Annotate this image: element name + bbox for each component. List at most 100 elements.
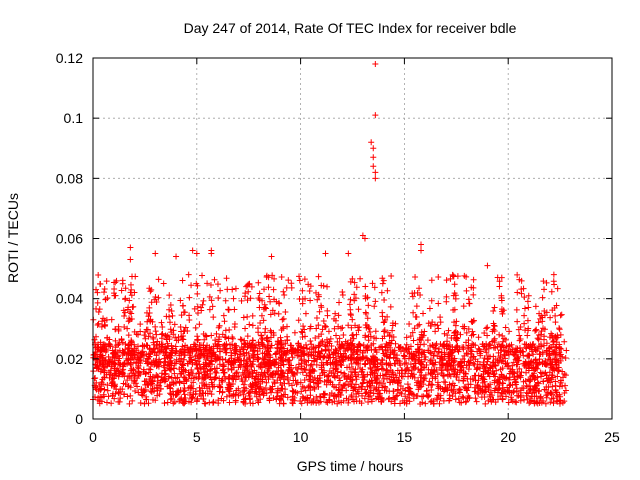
data-point xyxy=(315,273,322,280)
data-point xyxy=(430,400,437,407)
data-point xyxy=(200,376,207,383)
data-point xyxy=(202,348,209,355)
data-point xyxy=(436,400,443,407)
data-point xyxy=(317,340,324,347)
data-point xyxy=(345,396,352,403)
data-point xyxy=(347,278,354,285)
data-point xyxy=(502,375,509,382)
data-point xyxy=(535,388,542,395)
data-point xyxy=(506,328,513,335)
data-point xyxy=(445,343,452,350)
data-point xyxy=(172,350,179,357)
data-point xyxy=(246,321,253,328)
data-point xyxy=(432,345,439,352)
data-point xyxy=(416,321,423,328)
data-point xyxy=(359,392,366,399)
data-point xyxy=(372,328,379,335)
data-point xyxy=(390,333,397,340)
data-point xyxy=(256,385,263,392)
data-point xyxy=(482,400,489,407)
data-point xyxy=(359,232,366,239)
data-point xyxy=(240,388,247,395)
data-point xyxy=(296,295,303,302)
data-point xyxy=(542,400,549,407)
data-point xyxy=(534,361,541,368)
data-point xyxy=(147,330,154,337)
data-point xyxy=(422,400,429,407)
data-point xyxy=(198,304,205,311)
data-point xyxy=(145,333,152,340)
data-point xyxy=(155,276,162,283)
data-point xyxy=(297,379,304,386)
data-point xyxy=(465,326,472,333)
data-point xyxy=(365,398,372,405)
data-point xyxy=(102,296,109,303)
data-point xyxy=(404,349,411,356)
data-point xyxy=(362,283,369,290)
data-point xyxy=(206,306,213,313)
data-point xyxy=(386,395,393,402)
data-point xyxy=(263,379,270,386)
data-point xyxy=(294,389,301,396)
data-point xyxy=(362,293,369,300)
data-point xyxy=(411,289,418,296)
data-point xyxy=(315,293,322,300)
data-point xyxy=(340,358,347,365)
data-point xyxy=(104,334,111,341)
data-point xyxy=(441,378,447,385)
data-point xyxy=(224,286,231,293)
data-point xyxy=(98,379,105,386)
data-point xyxy=(151,296,158,303)
data-point xyxy=(323,377,330,384)
data-point xyxy=(259,350,266,357)
data-point xyxy=(532,327,539,334)
data-point xyxy=(124,306,131,313)
data-point xyxy=(232,391,239,398)
data-point xyxy=(383,340,390,347)
data-point xyxy=(539,358,546,365)
data-point xyxy=(490,320,497,327)
data-point xyxy=(260,390,267,397)
data-point xyxy=(207,366,214,373)
data-point xyxy=(160,375,167,382)
data-point xyxy=(453,344,460,351)
data-point xyxy=(137,321,144,328)
data-point xyxy=(168,342,175,349)
data-point xyxy=(289,354,296,361)
data-point xyxy=(427,322,434,329)
data-point xyxy=(357,364,364,371)
data-point xyxy=(389,327,396,334)
data-point xyxy=(348,383,355,390)
data-point xyxy=(348,360,355,367)
data-point xyxy=(225,375,232,382)
data-point xyxy=(308,341,315,348)
data-point xyxy=(200,297,207,304)
data-point xyxy=(296,277,303,284)
data-point xyxy=(240,357,247,364)
data-point xyxy=(499,384,506,391)
data-point xyxy=(341,382,348,389)
data-point xyxy=(190,379,197,386)
data-point xyxy=(252,381,259,388)
data-point xyxy=(336,299,343,306)
data-point xyxy=(266,357,273,364)
data-point xyxy=(498,297,505,304)
data-point xyxy=(333,361,340,368)
data-point xyxy=(359,380,366,387)
data-point xyxy=(132,360,139,367)
data-point xyxy=(316,308,323,315)
data-point xyxy=(537,350,544,357)
data-point xyxy=(481,330,488,337)
data-point xyxy=(478,373,485,380)
data-point xyxy=(148,299,155,306)
data-point xyxy=(119,367,126,374)
data-point xyxy=(135,331,142,338)
data-point xyxy=(499,310,506,317)
data-point xyxy=(187,350,194,357)
data-point xyxy=(118,287,125,294)
data-point xyxy=(261,286,268,293)
data-point xyxy=(372,386,379,393)
data-point xyxy=(254,348,261,355)
data-point xyxy=(194,303,201,310)
data-point xyxy=(555,368,562,375)
